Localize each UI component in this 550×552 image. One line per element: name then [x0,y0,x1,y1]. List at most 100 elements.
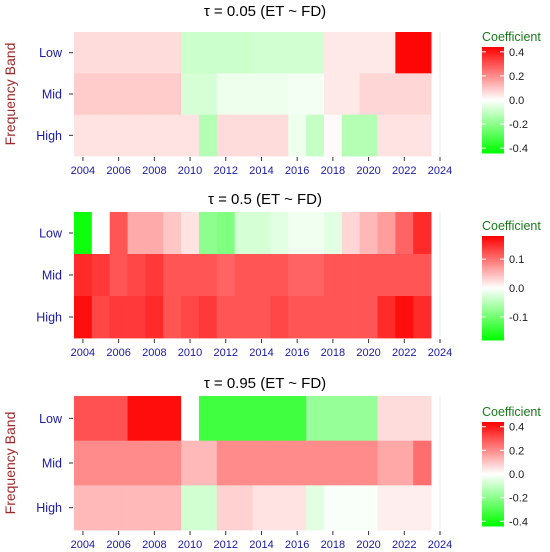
heat-cell [359,296,378,339]
x-tick-label: 2020 [356,539,380,551]
legend-swatch [482,422,504,425]
row-label-high: High [36,311,62,325]
legend-swatch [482,244,504,247]
heat-cell [395,73,414,116]
x-tick-label: 2012 [214,165,238,177]
heat-cell [377,296,396,339]
heat-cell [323,212,343,255]
legend-swatch [482,130,504,133]
legend-swatch [482,103,504,106]
heat-cell [216,32,236,74]
legend-swatch [482,338,504,341]
legend-swatch [482,501,504,504]
legend-swatch [482,463,504,466]
legend-swatch [482,54,504,57]
legend-swatch [482,453,504,456]
heat-cell [181,32,200,74]
x-tick-label: 2024 [428,347,452,359]
heat-cell [91,32,111,74]
row-label-mid: Mid [42,88,62,102]
legend-swatch [482,135,504,138]
legend-swatch [482,91,504,94]
legend-swatch [482,64,504,67]
heat-cell [413,396,432,442]
heat-cell [127,114,146,157]
heat-cell [198,485,218,531]
legend-swatch [482,100,504,103]
legend-swatch [482,446,504,449]
heat-cell [91,440,111,486]
legend-swatch [482,444,504,447]
heat-cell [91,254,111,297]
panel-3: τ = 0.95 (ET ~ FD) Low Mid High 2004 2006 2008… [2,375,541,551]
legend-swatch [482,475,504,478]
heat-cell [109,396,128,442]
heat-cell [359,212,378,255]
heat-cell [109,296,128,339]
heat-cell [395,32,414,74]
legend-swatch [482,94,504,97]
legend-swatch [482,515,504,518]
legend-swatch [482,75,504,78]
legend-swatch [482,82,504,85]
x-tick-label: 2018 [321,347,345,359]
legend-swatch [482,307,504,310]
legend-swatch [482,112,504,115]
heat-cell [395,396,414,442]
legend-swatch [482,253,504,256]
legend-swatch [482,66,504,69]
legend-swatch [482,263,504,266]
legend-swatch [482,303,504,306]
x-tick-label: 2022 [392,539,416,551]
heat-cell [359,440,378,486]
heat-cell [323,485,343,531]
legend-swatch [482,48,504,52]
row-label-mid: Mid [42,457,62,471]
legend-swatch [482,69,504,73]
x-tick-label: 2022 [392,165,416,177]
x-tick-label: 2024 [428,165,452,177]
heat-cell [377,114,396,157]
legend-swatch [482,314,504,317]
heat-cell [306,32,325,74]
legend-swatch [482,47,504,50]
legend-swatch [482,496,504,499]
legend-swatch [482,288,504,291]
heat-cell [270,296,289,339]
x-tick-label: 2018 [321,165,345,177]
legend-swatch [482,55,504,59]
legend-swatch [482,486,504,489]
legend-swatch [482,298,504,301]
heat-cell [323,396,343,442]
legend-swatch [482,279,504,282]
heat-cell [288,396,307,442]
legend: Coefficient 0.4 0.2 0.0 -0.2 -0.4 [482,405,541,528]
legend-swatch [482,92,504,96]
legend-swatch [482,312,504,315]
heat-cell [288,212,307,255]
legend-swatch [482,461,504,465]
legend-swatch [482,57,504,60]
legend-swatch [482,506,504,510]
heat-cell [395,114,414,157]
heat-cell [252,396,271,442]
heat-cell [323,296,343,339]
heat-cell [377,32,396,74]
legend-tick-label: -0.2 [509,119,528,131]
x-tick-label: 2022 [392,347,416,359]
legend-swatch [482,324,504,327]
legend-tick-label: -0.4 [509,516,528,528]
legend-swatch [482,265,504,268]
heat-cell [181,296,200,339]
legend-swatch [482,329,504,332]
heat-cell [198,73,218,116]
heat-cell [163,73,182,116]
legend-swatch [482,491,504,494]
heat-cell [395,254,414,297]
legend-swatch [482,119,504,122]
legend-swatch [482,251,504,254]
heat-cell [234,32,253,74]
heat-cell [74,485,93,531]
legend-swatch [482,500,504,503]
heat-cell [306,296,325,339]
